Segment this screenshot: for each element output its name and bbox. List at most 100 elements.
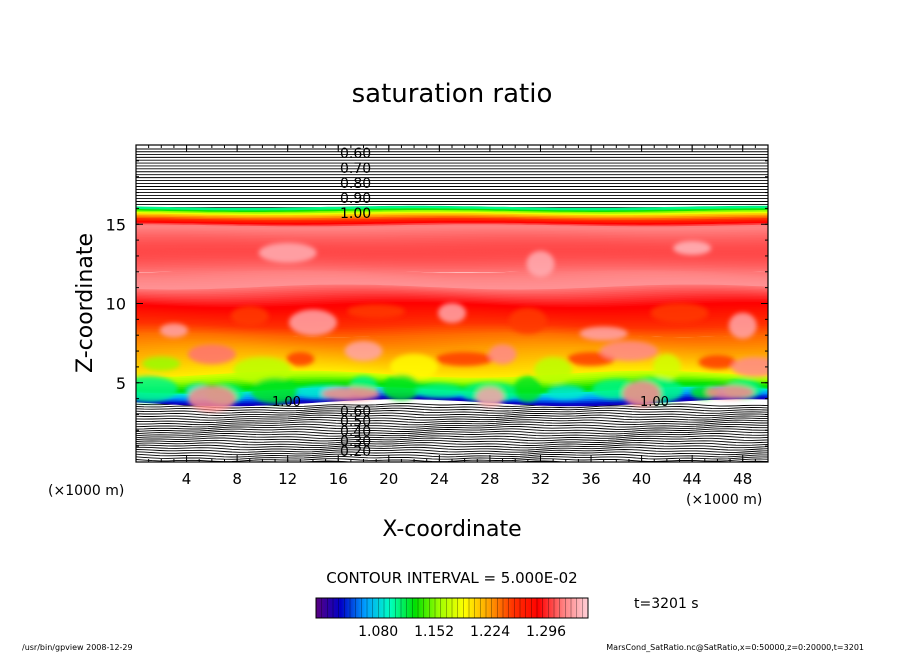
lower-contour-line: [136, 444, 768, 449]
lower-contour-line: [136, 405, 768, 410]
lower-contour-line: [136, 451, 768, 456]
saturation-blob: [288, 309, 337, 336]
x-tick-label: 28: [480, 470, 499, 488]
lower-contour-labels: 0.600.500.400.300.20: [340, 404, 371, 460]
saturation-band: [136, 299, 768, 307]
saturation-blob: [579, 326, 628, 341]
saturation-blob: [622, 380, 661, 407]
saturation-blob: [344, 341, 383, 362]
upper-contour-label: 0.60: [340, 146, 371, 162]
x-axis-ticks: 4 8 12 16 20 24 28 32 36 40 44 48: [148, 145, 756, 488]
y-axis-unit: (×1000 m): [48, 483, 124, 499]
lower-contour-label: 0.60: [340, 404, 371, 420]
saturation-band: [136, 221, 768, 227]
y-tick-label: 10: [106, 295, 126, 314]
saturation-blob: [321, 386, 380, 401]
saturation-band: [136, 218, 768, 224]
saturation-band: [136, 365, 768, 375]
x-tick-label: 44: [683, 470, 702, 488]
saturation-band: [136, 336, 768, 346]
colorbar-label: 1.296: [526, 624, 566, 640]
saturation-blob: [251, 377, 300, 404]
saturation-blob: [652, 353, 681, 380]
saturation-blob: [488, 344, 517, 365]
saturation-blob: [136, 376, 178, 403]
saturation-blob: [233, 357, 292, 384]
colorbar-label: 1.152: [414, 624, 454, 640]
saturation-blob: [673, 241, 712, 256]
saturation-band: [136, 363, 768, 373]
lower-contour-line: [136, 430, 768, 435]
saturation-band: [136, 229, 768, 235]
lower-contour-label: 0.30: [340, 434, 371, 450]
saturation-band: [136, 215, 768, 220]
lower-contour-line: [136, 453, 768, 458]
saturation-band: [136, 270, 768, 279]
saturation-band: [136, 289, 768, 298]
upper-contour-label: 1.00: [340, 206, 371, 222]
saturation-band: [136, 297, 768, 306]
saturation-band: [136, 231, 768, 236]
saturation-band: [136, 372, 768, 383]
lower-contour-line: [136, 412, 768, 417]
saturation-blob: [415, 383, 464, 398]
saturation-band: [136, 234, 768, 239]
lower-contour-line: [136, 446, 768, 451]
saturation-band: [136, 338, 768, 348]
saturation-band: [136, 330, 768, 340]
saturation-band: [136, 371, 768, 381]
x-axis-unit: (×1000 m): [686, 492, 762, 508]
saturation-blob: [731, 356, 768, 377]
contour-interval-label: CONTOUR INTERVAL = 5.000E-02: [326, 569, 577, 587]
x-tick-label: 8: [232, 470, 242, 488]
lower-contour-line: [136, 414, 768, 419]
saturation-blob: [534, 357, 573, 384]
saturation-blob: [435, 351, 494, 366]
saturation-band: [136, 329, 768, 338]
saturation-blob: [546, 385, 585, 400]
saturation-blob: [526, 250, 555, 277]
saturation-band: [136, 368, 768, 378]
footer-right: MarsCond_SatRatio.nc@SatRatio,x=0:50000,…: [606, 643, 864, 652]
saturation-band: [136, 396, 768, 407]
lower-contour-line: [136, 423, 768, 428]
saturation-band: [136, 223, 768, 228]
saturation-band: [136, 228, 768, 233]
x-tick-label: 16: [329, 470, 348, 488]
saturation-blob: [698, 355, 737, 370]
lower-contour-line: [136, 407, 768, 412]
saturation-blob: [187, 344, 236, 365]
saturation-band: [136, 269, 768, 277]
y-axis-ticks: 5 10 15: [106, 160, 768, 447]
saturation-band: [136, 333, 768, 343]
saturation-band: [136, 226, 768, 231]
x-tick-label: 24: [430, 470, 449, 488]
lower-contour-line: [136, 421, 768, 426]
lower-contour-line: [136, 435, 768, 440]
x-tick-label: 40: [632, 470, 651, 488]
saturation-band: [136, 331, 768, 342]
footer-left: /usr/bin/gpview 2008-12-29: [22, 643, 133, 652]
chart-title: saturation ratio: [352, 79, 553, 109]
saturation-band: [136, 296, 768, 304]
saturation-blob: [390, 353, 439, 380]
x-tick-label: 4: [182, 470, 192, 488]
upper-contour-labels: 0.600.700.800.901.00: [340, 146, 371, 222]
saturation-blob: [728, 312, 757, 339]
saturation-band: [136, 366, 768, 377]
inline-contour-label: 1.00: [640, 395, 669, 410]
x-tick-label: 48: [733, 470, 752, 488]
saturation-blob: [706, 385, 755, 400]
saturation-band: [136, 205, 768, 211]
saturation-band: [136, 395, 768, 405]
saturation-blob: [508, 307, 547, 334]
x-tick-label: 20: [379, 470, 398, 488]
saturation-blob: [347, 304, 406, 319]
colorbar-labels: 1.080 1.152 1.224 1.296: [358, 624, 566, 640]
saturation-band: [136, 274, 768, 282]
lower-contour-line: [136, 428, 768, 433]
saturation-band: [136, 210, 768, 216]
saturation-band: [136, 216, 768, 222]
saturation-blobs: [136, 241, 768, 412]
